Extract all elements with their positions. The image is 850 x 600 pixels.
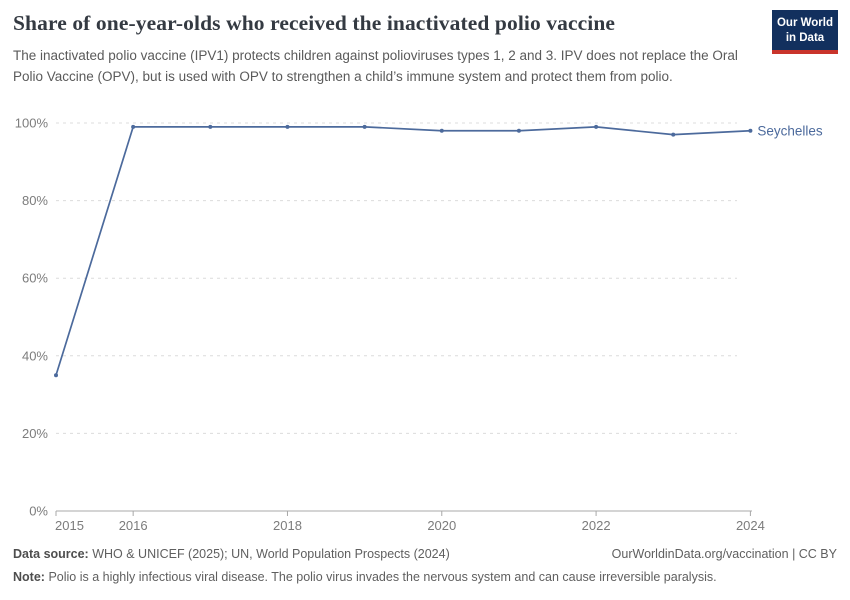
chart-title: Share of one-year-olds who received the … — [13, 11, 616, 35]
owid-link[interactable]: OurWorldinData.org/vaccination | CC BY — [611, 547, 837, 561]
y-tick-label: 100% — [15, 116, 49, 131]
y-tick-label: 60% — [22, 271, 48, 286]
data-source: Data source: WHO & UNICEF (2025); UN, Wo… — [13, 545, 450, 564]
data-source-text: WHO & UNICEF (2025); UN, World Populatio… — [92, 547, 450, 561]
y-tick-label: 20% — [22, 426, 48, 441]
x-tick-label: 2016 — [119, 518, 148, 533]
x-tick-label: 2020 — [427, 518, 456, 533]
y-tick-label: 0% — [29, 504, 48, 519]
x-tick-label: 2022 — [582, 518, 611, 533]
data-point — [131, 124, 136, 129]
data-point — [594, 124, 599, 129]
series-end-label: Seychelles — [757, 123, 823, 138]
data-point — [748, 128, 753, 133]
data-point — [671, 132, 676, 137]
data-point — [285, 124, 290, 129]
chart-header: Share of one-year-olds who received the … — [13, 11, 758, 87]
owid-logo: Our World in Data — [772, 10, 838, 54]
data-line — [55, 126, 751, 376]
owid-logo-line1: Our World — [776, 17, 833, 29]
data-point — [54, 373, 58, 378]
x-tick-label: 2015 — [55, 518, 84, 533]
data-point — [362, 124, 367, 129]
chart-note: Note: Polio is a highly infectious viral… — [13, 568, 837, 587]
chart-subtitle: The inactivated polio vaccine (IPV1) pro… — [13, 48, 738, 85]
data-source-label: Data source: — [13, 547, 89, 561]
x-tick-label: 2018 — [273, 518, 302, 533]
note-label: Note: — [13, 569, 45, 584]
owid-logo-line2: in Data — [785, 31, 825, 44]
y-tick-label: 40% — [22, 348, 48, 363]
x-tick-label: 2024 — [736, 518, 765, 533]
data-point — [208, 124, 213, 129]
chart-footer: Data source: WHO & UNICEF (2025); UN, Wo… — [13, 545, 837, 587]
data-point — [516, 128, 521, 133]
y-tick-label: 80% — [22, 193, 48, 208]
data-point — [439, 128, 444, 133]
note-text: Polio is a highly infectious viral disea… — [48, 569, 717, 584]
